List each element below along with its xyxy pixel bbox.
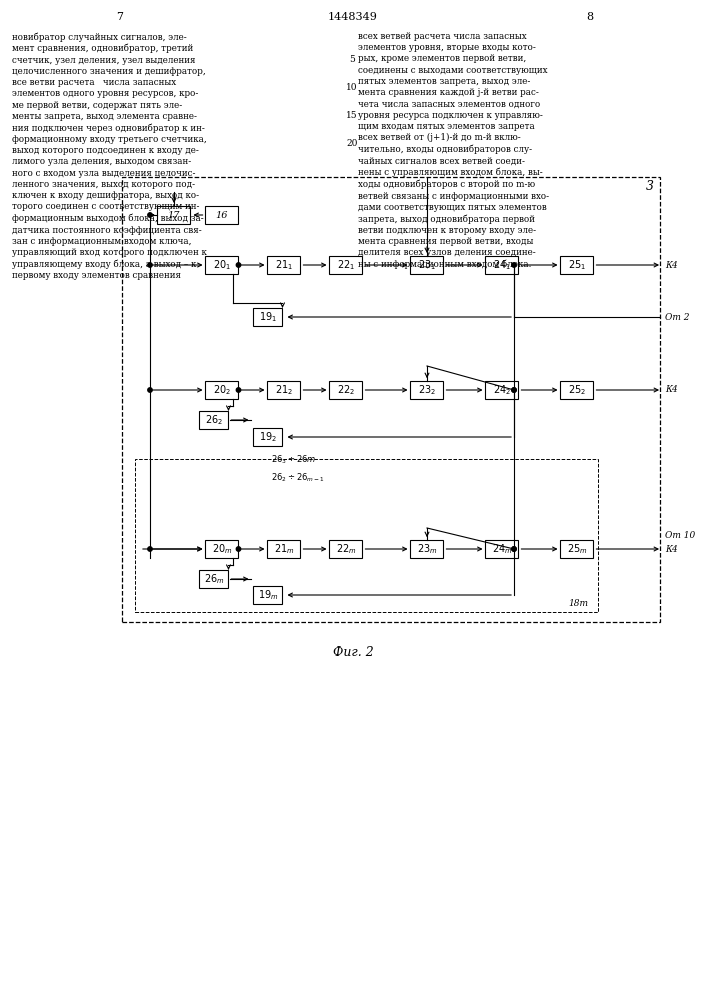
Text: 18m: 18m [568, 599, 588, 608]
Bar [486, 381, 518, 399]
Text: 10: 10 [346, 84, 358, 93]
Text: $24_1$: $24_1$ [493, 258, 511, 272]
Bar [122, 177, 660, 622]
Bar [254, 428, 283, 446]
Text: 20: 20 [346, 139, 358, 148]
Text: $26_2\div 26_{m-1}$: $26_2\div 26_{m-1}$ [271, 471, 325, 484]
Text: $19_1$: $19_1$ [259, 310, 277, 324]
Circle shape [512, 547, 516, 551]
Bar [561, 540, 593, 558]
Bar [486, 540, 518, 558]
Text: Фиг. 2: Фиг. 2 [332, 646, 373, 658]
Text: К4: К4 [665, 385, 678, 394]
Text: $23_m$: $23_m$ [416, 542, 438, 556]
Text: 16: 16 [216, 211, 228, 220]
Text: 3: 3 [646, 180, 654, 194]
Bar [267, 381, 300, 399]
Circle shape [236, 547, 240, 551]
Circle shape [148, 547, 152, 551]
Text: 7: 7 [117, 12, 124, 22]
Text: $20_2$: $20_2$ [213, 383, 231, 397]
Circle shape [148, 388, 152, 392]
Bar [199, 570, 228, 588]
Bar [254, 586, 283, 604]
Bar [411, 540, 443, 558]
Circle shape [236, 263, 240, 267]
Text: К4: К4 [665, 544, 678, 554]
Text: $25_2$: $25_2$ [568, 383, 586, 397]
Text: $26_3\div 26m$: $26_3\div 26m$ [271, 453, 316, 466]
Circle shape [512, 388, 516, 392]
Bar [206, 256, 238, 274]
Bar [135, 459, 598, 612]
Text: $23_1$: $23_1$ [418, 258, 436, 272]
Bar [206, 206, 238, 224]
Circle shape [148, 263, 152, 267]
Circle shape [512, 388, 516, 392]
Text: $22_m$: $22_m$ [336, 542, 356, 556]
Circle shape [148, 213, 152, 217]
Bar [267, 540, 300, 558]
Text: $21_1$: $21_1$ [275, 258, 293, 272]
Text: 1448349: 1448349 [328, 12, 378, 22]
Text: $21_2$: $21_2$ [275, 383, 293, 397]
Text: новибратор случайных сигналов, эле-
мент сравнения, одновибратор, третий
счетчик: новибратор случайных сигналов, эле- мент… [12, 32, 207, 280]
Text: $26_2$: $26_2$ [205, 413, 223, 427]
Bar [411, 381, 443, 399]
Text: $20_m$: $20_m$ [211, 542, 233, 556]
Text: $25_m$: $25_m$ [567, 542, 588, 556]
Text: $20_1$: $20_1$ [213, 258, 231, 272]
Circle shape [512, 547, 516, 551]
Text: 5: 5 [349, 55, 355, 64]
Text: 15: 15 [346, 111, 358, 120]
Circle shape [512, 263, 516, 267]
Text: К4: К4 [665, 260, 678, 269]
Bar [254, 308, 283, 326]
Text: $24_m$: $24_m$ [491, 542, 513, 556]
Bar [329, 381, 363, 399]
Text: $22_2$: $22_2$ [337, 383, 355, 397]
Circle shape [236, 388, 240, 392]
Bar [561, 381, 593, 399]
Bar [329, 256, 363, 274]
Text: $25_1$: $25_1$ [568, 258, 586, 272]
Text: $26_m$: $26_m$ [204, 572, 224, 586]
Text: всех ветвей расчета числа запасных
элементов уровня, вторые входы кото-
рых, кро: всех ветвей расчета числа запасных элеме… [358, 32, 549, 269]
Text: $22_1$: $22_1$ [337, 258, 355, 272]
Bar [199, 411, 228, 429]
Text: $23_2$: $23_2$ [418, 383, 436, 397]
Bar [329, 540, 363, 558]
Text: От 2: От 2 [665, 312, 689, 322]
Bar [486, 256, 518, 274]
Bar [158, 206, 190, 224]
Text: $24_2$: $24_2$ [493, 383, 511, 397]
Text: 8: 8 [586, 12, 594, 22]
Bar [267, 256, 300, 274]
Bar [411, 256, 443, 274]
Text: 17: 17 [168, 211, 180, 220]
Bar [206, 381, 238, 399]
Text: $19_2$: $19_2$ [259, 430, 277, 444]
Bar [206, 540, 238, 558]
Text: $19_m$: $19_m$ [257, 588, 279, 602]
Text: От 10: От 10 [665, 530, 695, 540]
Bar [561, 256, 593, 274]
Text: $21_m$: $21_m$ [274, 542, 294, 556]
